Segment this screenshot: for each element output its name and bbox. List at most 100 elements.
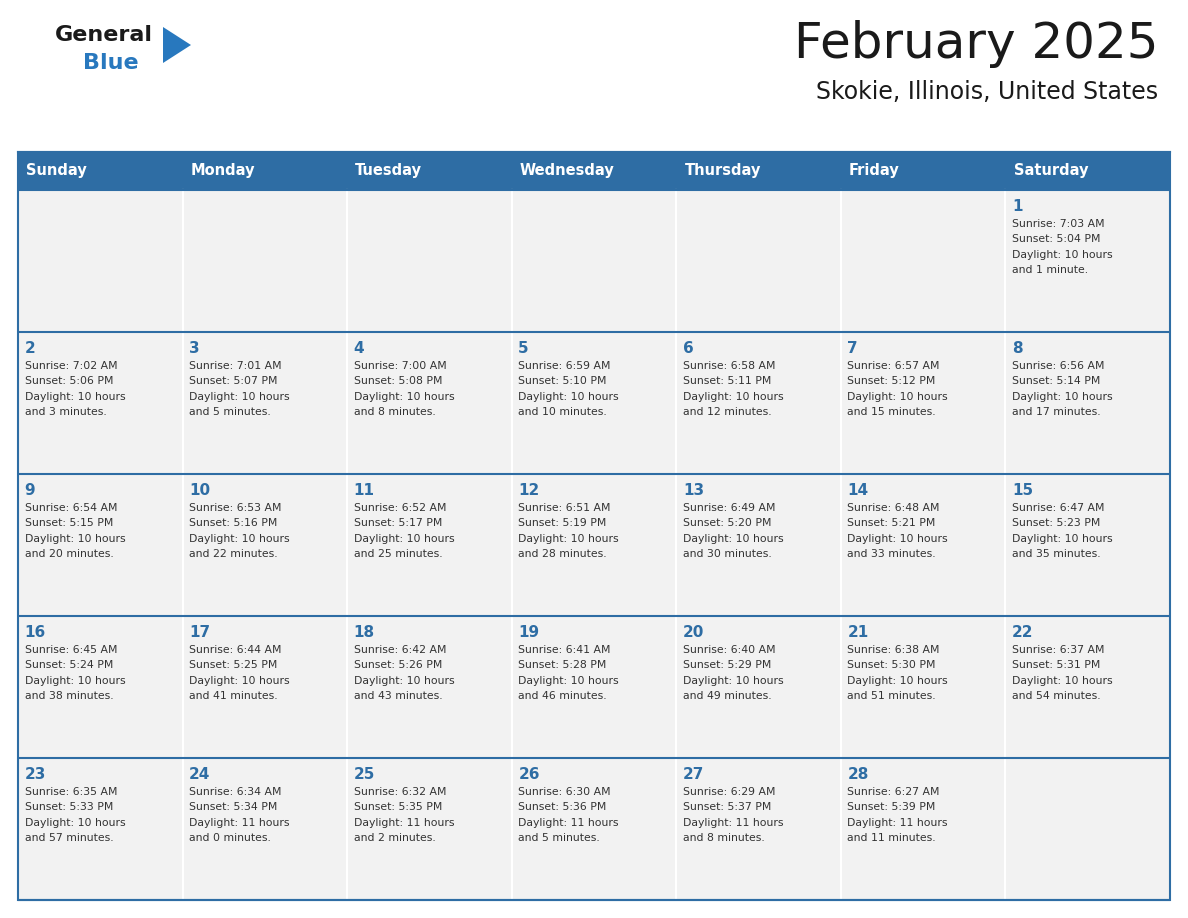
- Text: 28: 28: [847, 767, 868, 781]
- Text: Daylight: 10 hours: Daylight: 10 hours: [25, 391, 125, 401]
- Bar: [676, 474, 841, 616]
- Text: and 10 minutes.: and 10 minutes.: [518, 407, 607, 417]
- Text: Daylight: 10 hours: Daylight: 10 hours: [189, 533, 290, 543]
- Text: Daylight: 10 hours: Daylight: 10 hours: [518, 533, 619, 543]
- Text: and 41 minutes.: and 41 minutes.: [189, 691, 278, 701]
- Text: Daylight: 10 hours: Daylight: 10 hours: [518, 391, 619, 401]
- Text: Sunrise: 6:38 AM: Sunrise: 6:38 AM: [847, 644, 940, 655]
- Bar: [512, 190, 676, 332]
- Text: Sunrise: 7:03 AM: Sunrise: 7:03 AM: [1012, 218, 1105, 229]
- Text: Sunset: 5:26 PM: Sunset: 5:26 PM: [354, 660, 442, 670]
- Text: Sunrise: 6:32 AM: Sunrise: 6:32 AM: [354, 787, 447, 797]
- Text: Blue: Blue: [83, 53, 139, 73]
- Text: and 12 minutes.: and 12 minutes.: [683, 407, 771, 417]
- Bar: [18, 190, 183, 332]
- Text: Sunrise: 6:37 AM: Sunrise: 6:37 AM: [1012, 644, 1105, 655]
- Text: Sunrise: 6:30 AM: Sunrise: 6:30 AM: [518, 787, 611, 797]
- Text: 25: 25: [354, 767, 375, 781]
- Bar: [183, 152, 347, 190]
- Text: 12: 12: [518, 483, 539, 498]
- Text: Sunrise: 6:48 AM: Sunrise: 6:48 AM: [847, 502, 940, 512]
- Bar: [183, 190, 347, 332]
- Bar: [347, 152, 512, 190]
- Text: and 46 minutes.: and 46 minutes.: [518, 691, 607, 701]
- Bar: [18, 152, 1170, 900]
- Text: Sunrise: 6:54 AM: Sunrise: 6:54 AM: [25, 502, 118, 512]
- Text: Sunrise: 6:40 AM: Sunrise: 6:40 AM: [683, 644, 776, 655]
- Text: Daylight: 10 hours: Daylight: 10 hours: [189, 676, 290, 686]
- Text: and 20 minutes.: and 20 minutes.: [25, 549, 113, 559]
- Text: and 54 minutes.: and 54 minutes.: [1012, 691, 1100, 701]
- Text: Daylight: 10 hours: Daylight: 10 hours: [683, 533, 784, 543]
- Bar: [676, 758, 841, 900]
- Text: Sunset: 5:33 PM: Sunset: 5:33 PM: [25, 802, 113, 812]
- Text: Sunset: 5:11 PM: Sunset: 5:11 PM: [683, 376, 771, 386]
- Bar: [1005, 190, 1170, 332]
- Text: Sunrise: 7:00 AM: Sunrise: 7:00 AM: [354, 361, 447, 371]
- Text: Sunset: 5:30 PM: Sunset: 5:30 PM: [847, 660, 936, 670]
- Text: 1: 1: [1012, 198, 1023, 214]
- Text: and 28 minutes.: and 28 minutes.: [518, 549, 607, 559]
- Text: Monday: Monday: [191, 163, 255, 178]
- Bar: [512, 758, 676, 900]
- Bar: [841, 474, 1005, 616]
- Text: Sunset: 5:06 PM: Sunset: 5:06 PM: [25, 376, 113, 386]
- Bar: [18, 616, 183, 758]
- Text: Sunset: 5:14 PM: Sunset: 5:14 PM: [1012, 376, 1100, 386]
- Text: Sunrise: 6:29 AM: Sunrise: 6:29 AM: [683, 787, 776, 797]
- Text: Daylight: 10 hours: Daylight: 10 hours: [354, 676, 454, 686]
- Text: 18: 18: [354, 624, 375, 640]
- Text: 23: 23: [25, 767, 46, 781]
- Bar: [512, 474, 676, 616]
- Text: Tuesday: Tuesday: [355, 163, 423, 178]
- Bar: [183, 332, 347, 474]
- Text: Daylight: 10 hours: Daylight: 10 hours: [1012, 391, 1113, 401]
- Text: 17: 17: [189, 624, 210, 640]
- Text: Sunset: 5:31 PM: Sunset: 5:31 PM: [1012, 660, 1100, 670]
- Text: 14: 14: [847, 483, 868, 498]
- Text: and 49 minutes.: and 49 minutes.: [683, 691, 771, 701]
- Text: Sunset: 5:34 PM: Sunset: 5:34 PM: [189, 802, 278, 812]
- Text: and 5 minutes.: and 5 minutes.: [518, 833, 600, 843]
- Bar: [512, 332, 676, 474]
- Bar: [841, 190, 1005, 332]
- Text: Sunrise: 6:53 AM: Sunrise: 6:53 AM: [189, 502, 282, 512]
- Text: Sunrise: 6:49 AM: Sunrise: 6:49 AM: [683, 502, 776, 512]
- Bar: [18, 332, 183, 474]
- Text: Sunrise: 6:59 AM: Sunrise: 6:59 AM: [518, 361, 611, 371]
- Text: Sunrise: 6:44 AM: Sunrise: 6:44 AM: [189, 644, 282, 655]
- Text: and 43 minutes.: and 43 minutes.: [354, 691, 442, 701]
- Text: and 22 minutes.: and 22 minutes.: [189, 549, 278, 559]
- Text: and 35 minutes.: and 35 minutes.: [1012, 549, 1100, 559]
- Text: Sunset: 5:07 PM: Sunset: 5:07 PM: [189, 376, 278, 386]
- Text: 10: 10: [189, 483, 210, 498]
- Bar: [1005, 474, 1170, 616]
- Text: Sunrise: 6:35 AM: Sunrise: 6:35 AM: [25, 787, 118, 797]
- Text: and 0 minutes.: and 0 minutes.: [189, 833, 271, 843]
- Bar: [841, 616, 1005, 758]
- Text: 11: 11: [354, 483, 374, 498]
- Bar: [347, 332, 512, 474]
- Text: Skokie, Illinois, United States: Skokie, Illinois, United States: [816, 80, 1158, 104]
- Text: 7: 7: [847, 341, 858, 355]
- Text: and 38 minutes.: and 38 minutes.: [25, 691, 113, 701]
- Text: 5: 5: [518, 341, 529, 355]
- Text: Sunrise: 6:41 AM: Sunrise: 6:41 AM: [518, 644, 611, 655]
- Text: Daylight: 10 hours: Daylight: 10 hours: [25, 676, 125, 686]
- Text: and 8 minutes.: and 8 minutes.: [683, 833, 765, 843]
- Text: and 17 minutes.: and 17 minutes.: [1012, 407, 1100, 417]
- Text: Sunset: 5:39 PM: Sunset: 5:39 PM: [847, 802, 936, 812]
- Bar: [347, 758, 512, 900]
- Text: Sunrise: 6:42 AM: Sunrise: 6:42 AM: [354, 644, 447, 655]
- Text: Sunset: 5:21 PM: Sunset: 5:21 PM: [847, 518, 936, 528]
- Text: Sunrise: 6:34 AM: Sunrise: 6:34 AM: [189, 787, 282, 797]
- Bar: [1005, 616, 1170, 758]
- Bar: [676, 616, 841, 758]
- Bar: [841, 758, 1005, 900]
- Text: and 11 minutes.: and 11 minutes.: [847, 833, 936, 843]
- Text: and 25 minutes.: and 25 minutes.: [354, 549, 442, 559]
- Text: Sunset: 5:04 PM: Sunset: 5:04 PM: [1012, 234, 1100, 244]
- Text: and 57 minutes.: and 57 minutes.: [25, 833, 113, 843]
- Text: and 33 minutes.: and 33 minutes.: [847, 549, 936, 559]
- Text: 20: 20: [683, 624, 704, 640]
